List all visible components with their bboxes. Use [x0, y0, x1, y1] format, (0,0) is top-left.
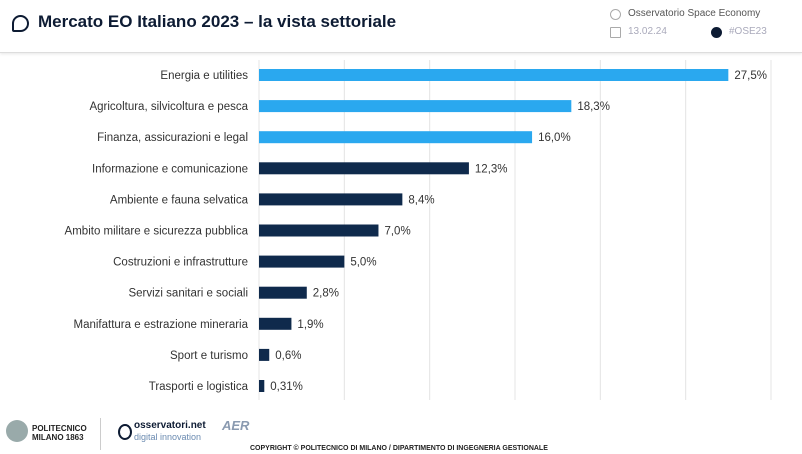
observatory-name: Osservatorio Space Economy [628, 8, 761, 19]
x-twitter-icon [711, 27, 722, 38]
bar [259, 162, 469, 175]
bar [259, 100, 572, 113]
date: 13.02.24 [628, 26, 667, 37]
data-label: 8,4% [408, 194, 434, 206]
data-label: 0,31% [270, 381, 303, 393]
polimi-logo: POLITECNICO MILANO 1863 [32, 424, 87, 442]
page-title: Mercato EO Italiano 2023 – la vista sett… [38, 12, 397, 31]
bar [259, 348, 270, 361]
category-label: Sport e turismo [170, 350, 248, 362]
data-label: 0,6% [275, 350, 301, 362]
observatory-logo-icon [12, 15, 29, 32]
category-label: Ambito militare e sicurezza pubblica [65, 226, 249, 238]
copyright: COPYRIGHT © POLITECNICO DI MILANO / DIPA… [250, 445, 548, 452]
observatory-icon [610, 9, 621, 20]
polimi-seal-icon [6, 420, 28, 442]
category-label: Trasporti e logistica [149, 381, 249, 393]
calendar-icon [610, 27, 621, 38]
divider [100, 418, 101, 450]
data-label: 1,9% [297, 319, 323, 331]
category-label: Servizi sanitari e sociali [128, 288, 248, 300]
category-label: Informazione e comunicazione [92, 163, 248, 175]
bar [259, 224, 379, 237]
category-label: Energia e utilities [160, 70, 248, 82]
bar [259, 380, 265, 392]
bar [259, 131, 533, 144]
bar [259, 69, 729, 81]
bar [259, 255, 345, 268]
data-label: 27,5% [734, 70, 767, 82]
header: Mercato EO Italiano 2023 – la vista sett… [0, 0, 802, 53]
data-label: 16,0% [538, 132, 571, 144]
data-label: 2,8% [313, 288, 339, 300]
category-label: Agricoltura, silvicoltura e pesca [89, 101, 248, 113]
aer-logo: AER [222, 418, 250, 433]
osservatori-logo-icon [118, 424, 132, 440]
data-label: 7,0% [384, 226, 410, 238]
data-label: 18,3% [577, 101, 610, 113]
osservatori-tagline: digital innovation [134, 432, 202, 442]
category-label: Finanza, assicurazioni e legal [97, 132, 248, 144]
bar [259, 193, 403, 206]
data-label: 5,0% [350, 257, 376, 269]
osservatori-logo: osservatori.net [134, 420, 206, 431]
data-label: 12,3% [475, 163, 508, 175]
bar [259, 286, 307, 299]
category-label: Manifattura e estrazione mineraria [74, 319, 249, 331]
hashtag: #OSE23 [729, 26, 767, 37]
category-label: Costruzioni e infrastrutture [113, 257, 248, 269]
category-label: Ambiente e fauna selvatica [110, 194, 249, 206]
bar [259, 317, 292, 330]
